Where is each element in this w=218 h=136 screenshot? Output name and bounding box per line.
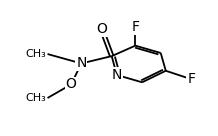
Text: O: O: [66, 77, 77, 91]
Text: CH₃: CH₃: [25, 93, 46, 103]
Text: CH₃: CH₃: [25, 49, 46, 59]
Text: O: O: [96, 22, 107, 36]
Text: N: N: [112, 68, 122, 82]
Text: N: N: [76, 56, 87, 70]
Text: F: F: [131, 20, 139, 34]
Text: F: F: [187, 72, 195, 86]
